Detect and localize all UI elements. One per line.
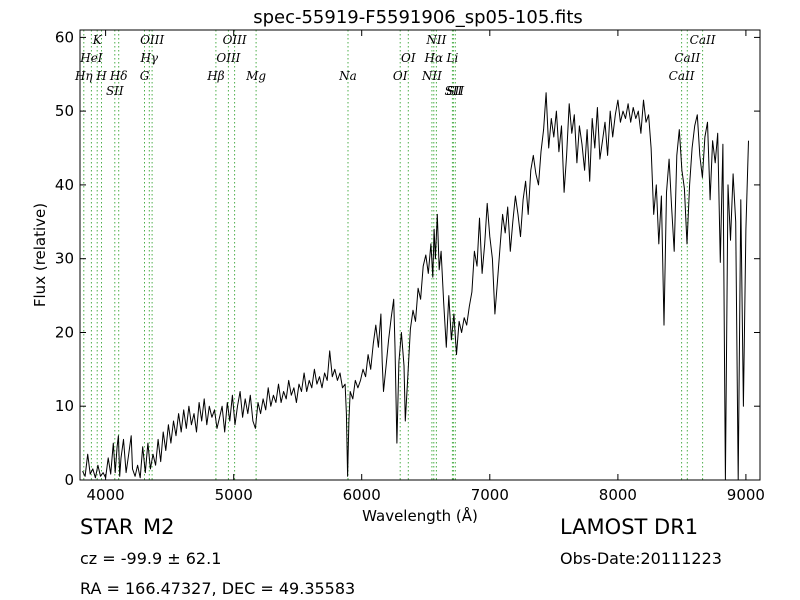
observation-date: Obs-Date:20111223 [560, 549, 722, 568]
axis-ticks: 4000 5000 6000 7000 8000 9000 0 10 20 30 40 50 60 [55, 28, 765, 504]
y-tick-label: 50 [55, 102, 74, 120]
line-label: SII [445, 84, 463, 98]
y-tick-label: 40 [55, 176, 74, 194]
y-tick-label: 30 [55, 250, 74, 268]
redshift-value: cz = -99.9 ± 62.1 [80, 549, 222, 568]
y-axis-label: Flux (relative) [31, 203, 49, 307]
line-label: OIII [223, 33, 247, 47]
line-label: G [140, 69, 150, 83]
x-tick-label: 9000 [727, 486, 765, 504]
spectral-line-markers [83, 30, 704, 480]
line-label: Hδ [109, 69, 128, 83]
object-class: STAR [80, 515, 134, 539]
line-label: NII [421, 69, 442, 83]
line-label: Hβ [206, 69, 224, 83]
x-tick-label: 6000 [343, 486, 381, 504]
line-label: NII [425, 33, 446, 47]
x-axis-label: Wavelength (Å) [362, 506, 478, 525]
sky-coordinates: RA = 166.47327, DEC = 49.35583 [80, 579, 356, 598]
x-tick-label: 8000 [599, 486, 637, 504]
line-label: Mg [245, 69, 266, 83]
line-label: CaII [669, 69, 695, 83]
y-tick-label: 20 [55, 324, 74, 342]
line-label: H [95, 69, 107, 83]
flux-line [82, 92, 749, 481]
line-label: Na [338, 69, 357, 83]
line-label: SII [446, 84, 464, 98]
y-tick-label: 60 [55, 28, 74, 46]
line-label: CaII [690, 33, 716, 47]
line-label: OI [393, 69, 408, 83]
line-label: CaII [674, 51, 700, 65]
x-tick-label: 5000 [215, 486, 253, 504]
y-tick-label: 0 [64, 471, 74, 489]
line-label: K [92, 33, 103, 47]
object-subclass: M2 [143, 515, 175, 539]
line-label: OIII [140, 33, 164, 47]
plot-frame [79, 29, 761, 481]
y-tick-label: 10 [55, 397, 74, 415]
spectrum-series [82, 92, 749, 481]
line-label: Hη [74, 69, 93, 83]
line-label: Li [445, 51, 458, 65]
survey-name: LAMOST DR1 [560, 515, 699, 539]
x-tick-label: 4000 [87, 486, 125, 504]
line-label: Hα [424, 51, 444, 65]
line-label: HeI [79, 51, 103, 65]
line-label: OI [401, 51, 416, 65]
line-label: SII [106, 84, 124, 98]
chart-title: spec-55919-F5591906_sp05-105.fits [253, 7, 583, 28]
line-label: Hγ [139, 51, 158, 65]
line-label: OIII [216, 51, 240, 65]
x-tick-label: 7000 [471, 486, 509, 504]
